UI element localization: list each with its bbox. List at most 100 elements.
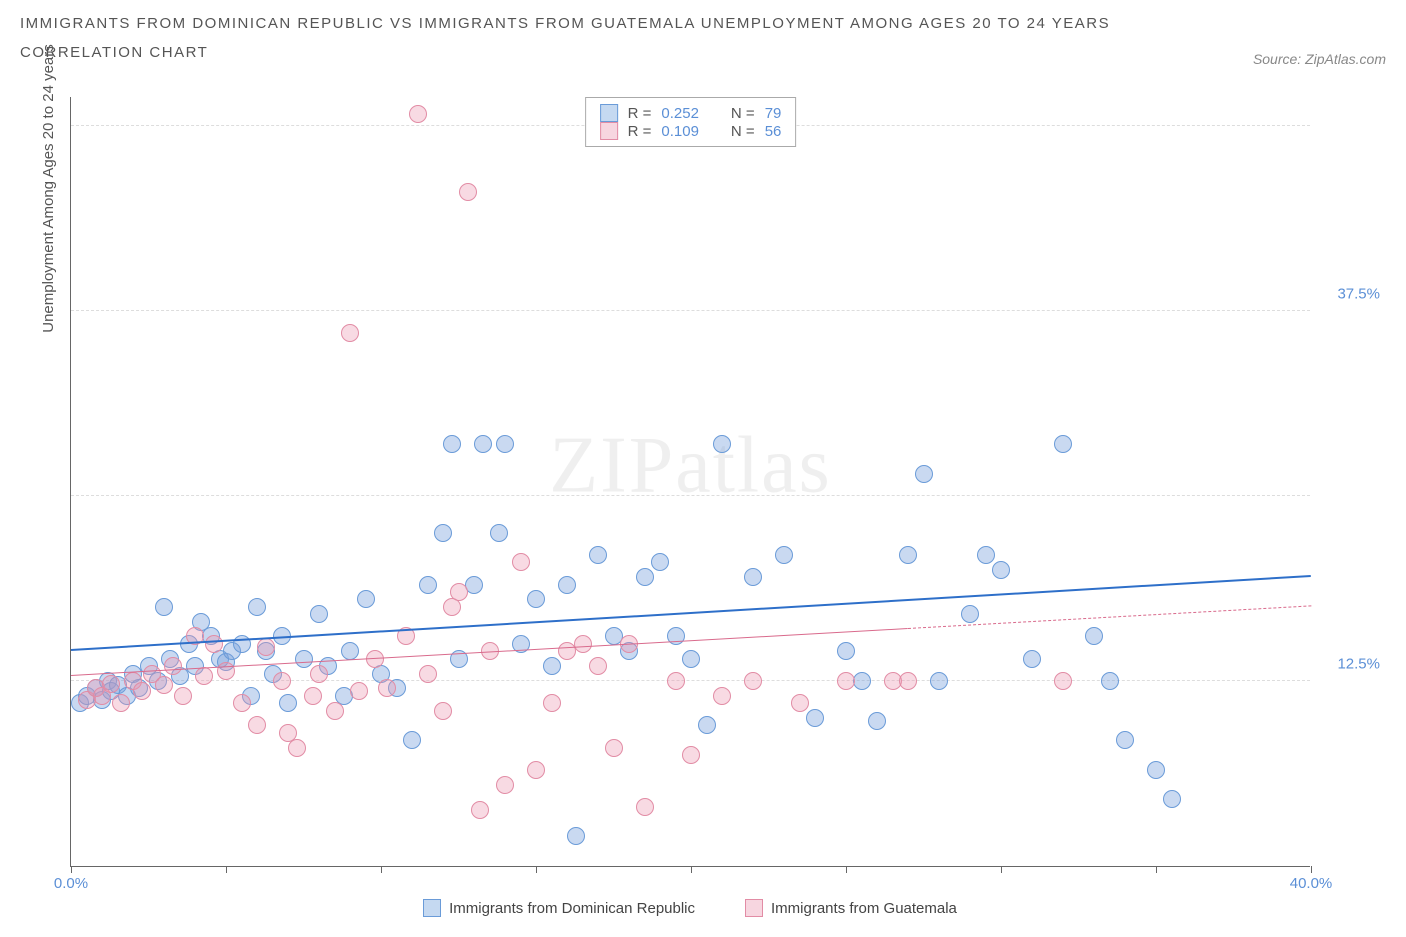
- data-point: [443, 435, 461, 453]
- legend-swatch: [423, 899, 441, 917]
- stat-n-value: 56: [765, 123, 782, 140]
- data-point: [205, 635, 223, 653]
- legend-swatch: [600, 104, 618, 122]
- data-point: [868, 712, 886, 730]
- y-axis-title: Unemployment Among Ages 20 to 24 years: [40, 44, 57, 333]
- correlation-legend: R = 0.252N = 79R = 0.109N = 56: [585, 97, 797, 147]
- data-point: [1054, 672, 1072, 690]
- chart-header: IMMIGRANTS FROM DOMINICAN REPUBLIC VS IM…: [10, 10, 1396, 77]
- data-point: [459, 183, 477, 201]
- data-point: [837, 672, 855, 690]
- legend-item: Immigrants from Guatemala: [745, 899, 957, 917]
- data-point: [341, 324, 359, 342]
- legend-label: Immigrants from Guatemala: [771, 900, 957, 917]
- data-point: [1116, 731, 1134, 749]
- data-point: [992, 561, 1010, 579]
- x-tick-label: 0.0%: [54, 875, 88, 892]
- data-point: [419, 576, 437, 594]
- legend-stat-row: R = 0.252N = 79: [600, 104, 782, 122]
- title-line-2: CORRELATION CHART: [20, 39, 1253, 68]
- data-point: [527, 590, 545, 608]
- x-tick: [226, 866, 227, 873]
- data-point: [496, 776, 514, 794]
- data-point: [304, 687, 322, 705]
- data-point: [567, 827, 585, 845]
- data-point: [450, 583, 468, 601]
- gridline: [71, 310, 1310, 311]
- data-point: [288, 739, 306, 757]
- data-point: [682, 650, 700, 668]
- data-point: [713, 435, 731, 453]
- legend-swatch: [745, 899, 763, 917]
- data-point: [744, 568, 762, 586]
- legend-swatch: [600, 122, 618, 140]
- x-tick: [1311, 866, 1312, 873]
- data-point: [357, 590, 375, 608]
- gridline: [71, 680, 1310, 681]
- data-point: [636, 568, 654, 586]
- stat-r-value: 0.252: [661, 105, 699, 122]
- data-point: [713, 687, 731, 705]
- data-point: [977, 546, 995, 564]
- stat-n-label: N =: [731, 105, 755, 122]
- data-point: [112, 694, 130, 712]
- data-point: [915, 465, 933, 483]
- data-point: [164, 657, 182, 675]
- data-point: [465, 576, 483, 594]
- data-point: [853, 672, 871, 690]
- data-point: [474, 435, 492, 453]
- data-point: [527, 761, 545, 779]
- data-point: [930, 672, 948, 690]
- data-point: [899, 672, 917, 690]
- y-tick-label: 12.5%: [1320, 655, 1380, 672]
- data-point: [419, 665, 437, 683]
- data-point: [195, 667, 213, 685]
- data-point: [217, 662, 235, 680]
- data-point: [1085, 627, 1103, 645]
- data-point: [744, 672, 762, 690]
- data-point: [233, 694, 251, 712]
- plot-area: ZIPatlas R = 0.252N = 79R = 0.109N = 56 …: [70, 97, 1310, 867]
- data-point: [512, 553, 530, 571]
- data-point: [326, 702, 344, 720]
- data-point: [1101, 672, 1119, 690]
- data-point: [409, 105, 427, 123]
- data-point: [1054, 435, 1072, 453]
- data-point: [589, 657, 607, 675]
- stat-n-label: N =: [731, 123, 755, 140]
- data-point: [1147, 761, 1165, 779]
- data-point: [310, 665, 328, 683]
- data-point: [434, 524, 452, 542]
- data-point: [248, 716, 266, 734]
- title-line-1: IMMIGRANTS FROM DOMINICAN REPUBLIC VS IM…: [20, 10, 1253, 39]
- data-point: [667, 627, 685, 645]
- data-point: [791, 694, 809, 712]
- y-tick-label: 37.5%: [1320, 285, 1380, 302]
- data-point: [341, 642, 359, 660]
- data-point: [1023, 650, 1041, 668]
- x-tick-label: 40.0%: [1290, 875, 1333, 892]
- data-point: [698, 716, 716, 734]
- x-tick: [691, 866, 692, 873]
- data-point: [558, 576, 576, 594]
- data-point: [543, 657, 561, 675]
- data-point: [378, 679, 396, 697]
- data-point: [295, 650, 313, 668]
- data-point: [257, 638, 275, 656]
- data-point: [155, 676, 173, 694]
- x-tick: [1001, 866, 1002, 873]
- data-point: [589, 546, 607, 564]
- source-text: Source: ZipAtlas.com: [1253, 51, 1386, 67]
- stat-r-label: R =: [628, 105, 652, 122]
- data-point: [133, 682, 151, 700]
- chart-container: Unemployment Among Ages 20 to 24 years Z…: [10, 77, 1396, 927]
- data-point: [350, 682, 368, 700]
- data-point: [775, 546, 793, 564]
- data-point: [1163, 790, 1181, 808]
- title-block: IMMIGRANTS FROM DOMINICAN REPUBLIC VS IM…: [20, 10, 1253, 67]
- watermark: ZIPatlas: [549, 421, 832, 512]
- legend-item: Immigrants from Dominican Republic: [423, 899, 695, 917]
- data-point: [605, 739, 623, 757]
- legend-stat-row: R = 0.109N = 56: [600, 122, 782, 140]
- stat-r-label: R =: [628, 123, 652, 140]
